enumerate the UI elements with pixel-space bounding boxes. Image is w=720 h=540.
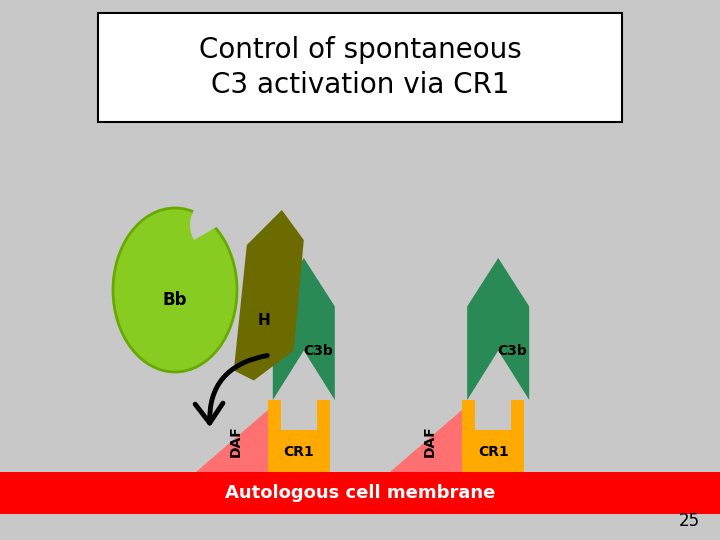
Bar — [0, 472, 720, 514]
Wedge shape — [190, 195, 243, 240]
Text: H: H — [258, 313, 270, 328]
Text: Control of spontaneous
C3 activation via CR1: Control of spontaneous C3 activation via… — [199, 36, 521, 99]
Text: C3b: C3b — [498, 343, 527, 357]
Polygon shape — [273, 258, 335, 400]
Polygon shape — [196, 410, 268, 472]
Bar — [462, 400, 524, 472]
Text: DAF: DAF — [423, 425, 437, 457]
FancyBboxPatch shape — [98, 13, 622, 122]
Text: DAF: DAF — [228, 425, 243, 457]
Text: CR1: CR1 — [284, 445, 314, 459]
Text: 25: 25 — [679, 512, 700, 530]
Bar — [475, 400, 511, 430]
Text: Autologous cell membrane: Autologous cell membrane — [225, 484, 495, 502]
Polygon shape — [390, 410, 462, 472]
Text: C3b: C3b — [303, 343, 333, 357]
Bar — [281, 400, 317, 430]
Text: Bb: Bb — [163, 291, 187, 309]
Text: CR1: CR1 — [478, 445, 508, 459]
FancyArrowPatch shape — [195, 355, 267, 423]
Bar — [268, 400, 330, 472]
Polygon shape — [467, 258, 529, 400]
Ellipse shape — [113, 208, 237, 372]
Polygon shape — [234, 210, 304, 381]
